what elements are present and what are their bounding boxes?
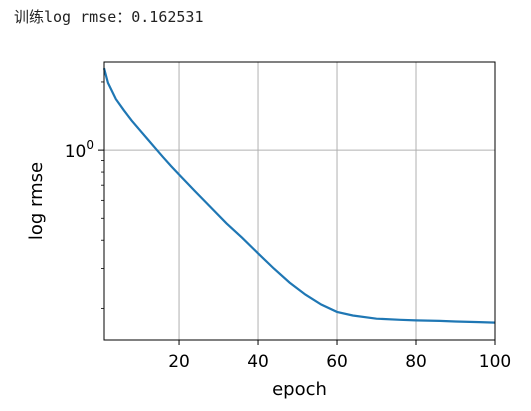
series-line [102,67,496,324]
x-tick-label: 100 [479,352,511,372]
grid-lines [104,62,496,340]
training-log-text: 训练log rmse：0.162531 [14,8,204,26]
x-tick-label: 20 [168,352,190,372]
x-tick-label: 40 [247,352,269,372]
y-tick-label: 100 [65,138,94,162]
plot-frame [103,61,496,341]
x-tick-label: 60 [326,352,348,372]
x-axis-label: epoch [272,379,327,400]
y-axis-label: log rmse [26,162,47,240]
y-axis-ticks: 100 [65,138,104,162]
x-tick-label: 80 [405,352,427,372]
x-axis-ticks: 20 40 60 80 100 [168,340,511,372]
